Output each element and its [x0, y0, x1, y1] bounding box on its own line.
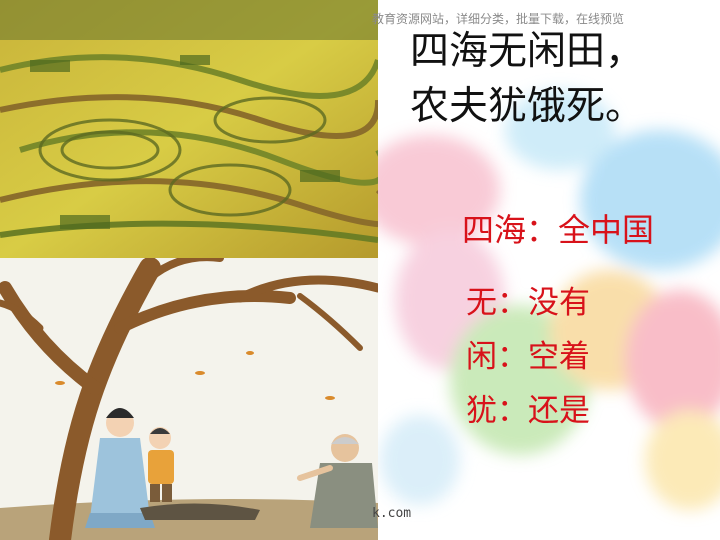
poem-line-1: 四海无闲田，	[410, 29, 645, 74]
story-illustration	[0, 258, 378, 540]
terraced-field-photo	[0, 0, 378, 258]
gloss-term: 无：	[466, 285, 528, 321]
gloss-definition: 全中国	[558, 211, 655, 249]
gloss-term: 四海：	[462, 211, 559, 249]
poem-line-2: 农夫犹饿死。	[410, 84, 645, 129]
gloss-item: 闲：空着	[466, 331, 590, 376]
watermark-url: k.com	[372, 506, 412, 521]
gloss-definition: 空着	[528, 339, 590, 375]
gloss-item: 无：没有	[466, 277, 590, 322]
gloss-term: 闲：	[466, 339, 528, 375]
poem-text: 四海无闲田， 农夫犹饿死。	[410, 24, 644, 134]
gloss-definition: 没有	[528, 285, 590, 321]
watermark-text: 教育资源网站，详细分类，批量下载，在线预览	[372, 12, 625, 26]
gloss-item: 犹：还是	[466, 385, 590, 430]
gloss-item: 四海：全中国	[462, 205, 654, 251]
gloss-term: 犹：	[466, 393, 528, 429]
gloss-definition: 还是	[528, 393, 590, 429]
